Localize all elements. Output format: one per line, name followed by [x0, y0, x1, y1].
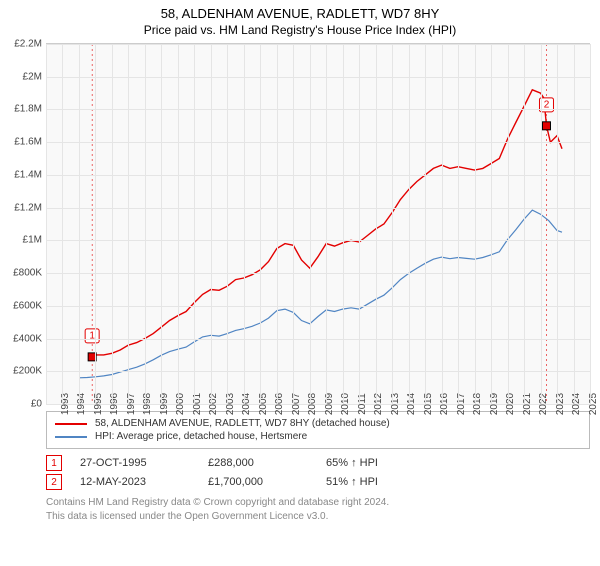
legend-row: HPI: Average price, detached house, Hert…	[55, 431, 581, 442]
gridline-v	[491, 44, 492, 404]
data-point-hpi: 51% ↑ HPI	[326, 476, 426, 488]
gridline-v	[95, 44, 96, 404]
data-point-marker-icon: 2	[46, 474, 62, 490]
gridline-v	[458, 44, 459, 404]
gridline-v	[376, 44, 377, 404]
gridline-v	[260, 44, 261, 404]
gridline-v	[409, 44, 410, 404]
gridline-v	[541, 44, 542, 404]
y-tick-label: £1M	[23, 235, 46, 246]
gridline-v	[574, 44, 575, 404]
gridline-v	[79, 44, 80, 404]
gridline-v	[475, 44, 476, 404]
gridline-v	[310, 44, 311, 404]
y-tick-label: £400K	[13, 333, 46, 344]
series-hpi	[79, 210, 562, 378]
data-point-marker-icon: 1	[46, 455, 62, 471]
gridline-v	[46, 44, 47, 404]
gridline-v	[211, 44, 212, 404]
footnote-line-1: Contains HM Land Registry data © Crown c…	[46, 497, 389, 508]
y-tick-label: £200K	[13, 366, 46, 377]
gridline-v	[112, 44, 113, 404]
chart-title: 58, ALDENHAM AVENUE, RADLETT, WD7 8HY	[0, 6, 600, 21]
gridline-v	[425, 44, 426, 404]
gridline-v	[277, 44, 278, 404]
data-points-table: 1 27-OCT-1995 £288,000 65% ↑ HPI 2 12-MAY-202…	[46, 455, 590, 490]
marker-point-2	[542, 122, 550, 130]
gridline-v	[293, 44, 294, 404]
legend-label: HPI: Average price, detached house, Hert…	[95, 431, 307, 442]
y-tick-label: £800K	[13, 268, 46, 279]
footnote-line-2: This data is licensed under the Open Gov…	[46, 511, 328, 522]
gridline-v	[62, 44, 63, 404]
gridline-v	[359, 44, 360, 404]
gridline-v	[557, 44, 558, 404]
data-point-row: 1 27-OCT-1995 £288,000 65% ↑ HPI	[46, 455, 590, 471]
y-tick-label: £1.6M	[14, 137, 46, 148]
legend-row: 58, ALDENHAM AVENUE, RADLETT, WD7 8HY (d…	[55, 418, 581, 429]
gridline-v	[326, 44, 327, 404]
gridline-v	[128, 44, 129, 404]
legend-swatch	[55, 436, 87, 438]
legend: 58, ALDENHAM AVENUE, RADLETT, WD7 8HY (d…	[46, 411, 590, 449]
y-tick-label: £1.2M	[14, 202, 46, 213]
y-tick-label: £0	[31, 399, 46, 410]
gridline-v	[227, 44, 228, 404]
footnote: Contains HM Land Registry data © Crown c…	[46, 496, 590, 524]
gridline-v	[343, 44, 344, 404]
gridline-v	[178, 44, 179, 404]
gridline-v	[524, 44, 525, 404]
plot-area: 12 £0£200K£400K£600K£800K£1M£1.2M£1.4M£1…	[46, 43, 590, 405]
gridline-v	[508, 44, 509, 404]
gridline-v	[392, 44, 393, 404]
data-point-price: £288,000	[208, 457, 308, 469]
gridline-v	[590, 44, 591, 404]
legend-swatch	[55, 423, 87, 425]
gridline-v	[145, 44, 146, 404]
data-point-price: £1,700,000	[208, 476, 308, 488]
y-tick-label: £2M	[23, 71, 46, 82]
gridline-v	[442, 44, 443, 404]
legend-label: 58, ALDENHAM AVENUE, RADLETT, WD7 8HY (d…	[95, 418, 390, 429]
data-point-hpi: 65% ↑ HPI	[326, 457, 426, 469]
y-tick-label: £1.4M	[14, 169, 46, 180]
gridline-v	[194, 44, 195, 404]
y-tick-label: £2.2M	[14, 39, 46, 50]
gridline-v	[161, 44, 162, 404]
data-point-date: 27-OCT-1995	[80, 457, 190, 469]
y-tick-label: £600K	[13, 300, 46, 311]
chart-subtitle: Price paid vs. HM Land Registry's House …	[0, 23, 600, 37]
data-point-row: 2 12-MAY-2023 £1,700,000 51% ↑ HPI	[46, 474, 590, 490]
gridline-v	[244, 44, 245, 404]
y-tick-label: £1.8M	[14, 104, 46, 115]
data-point-date: 12-MAY-2023	[80, 476, 190, 488]
